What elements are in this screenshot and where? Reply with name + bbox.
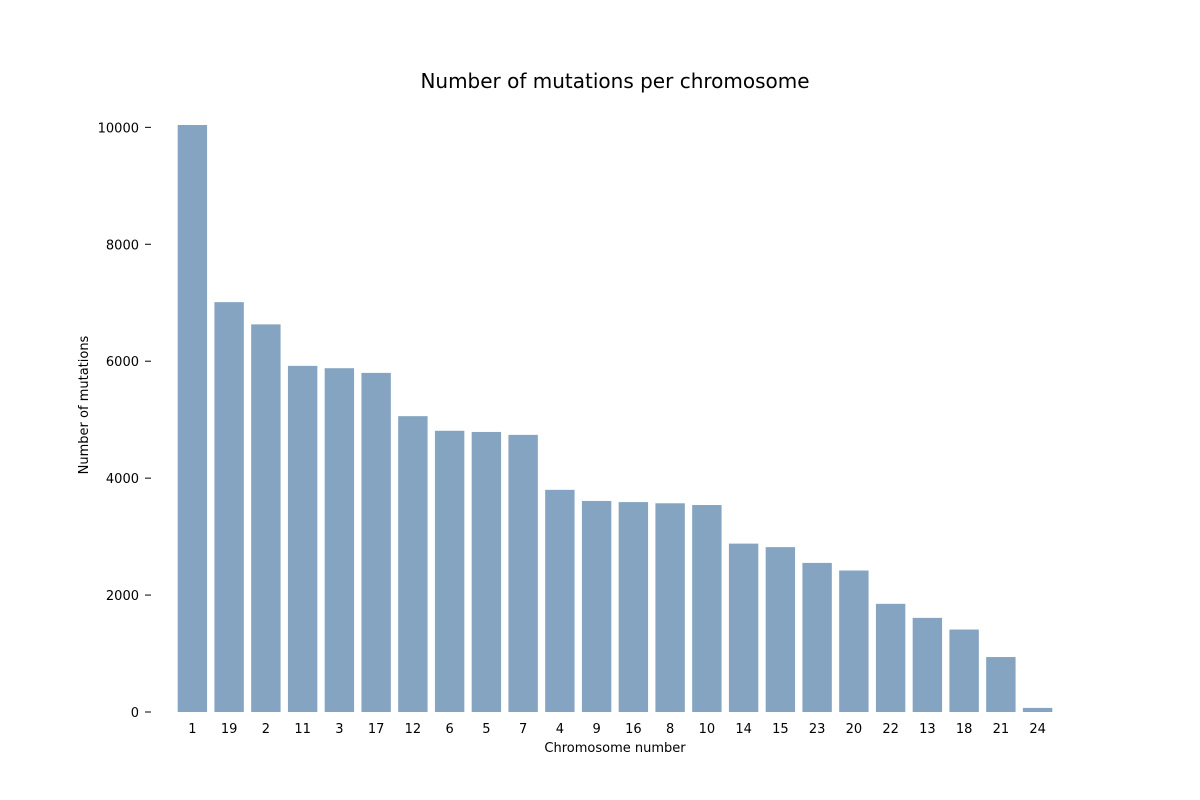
x-tick-label: 13 <box>919 722 936 737</box>
bar-chromosome-6 <box>434 430 465 712</box>
y-tick-label: 6000 <box>106 355 139 370</box>
y-tick-label: 8000 <box>106 238 139 253</box>
x-tick-label: 23 <box>809 722 826 737</box>
bar-chromosome-12 <box>398 416 428 712</box>
bar-chromosome-3 <box>324 368 355 712</box>
x-tick-label: 21 <box>993 722 1010 737</box>
x-tick-label: 20 <box>846 722 863 737</box>
bar-chromosome-10 <box>692 505 722 712</box>
bar-chromosome-19 <box>214 302 244 712</box>
y-tick-label: 0 <box>131 706 139 721</box>
bar-chromosome-11 <box>287 365 318 712</box>
bar-chromosome-15 <box>765 547 796 712</box>
y-axis-label: Number of mutations <box>77 335 92 474</box>
y-tick-label: 2000 <box>106 589 139 604</box>
bar-series <box>177 125 1053 712</box>
bar-chromosome-5 <box>471 431 502 712</box>
chart-title: Number of mutations per chromosome <box>420 69 809 93</box>
y-tick-label: 10000 <box>98 121 139 136</box>
bar-chromosome-18 <box>949 629 979 712</box>
bar-chromosome-4 <box>545 489 575 712</box>
x-tick-label: 10 <box>699 722 716 737</box>
x-axis-ticks: 1 19 2 11 3 17 12 6 5 7 4 9 16 8 10 14 15 23 20 22 13 18 21 24 <box>188 722 1046 737</box>
x-tick-label: 18 <box>956 722 973 737</box>
y-tick-label: 4000 <box>106 472 139 487</box>
x-tick-label: 6 <box>445 722 453 737</box>
y-axis-ticks: 0 2000 4000 6000 8000 10000 <box>98 121 151 721</box>
bar-chromosome-13 <box>912 617 943 712</box>
x-tick-label: 5 <box>482 722 490 737</box>
x-tick-label: 14 <box>735 722 752 737</box>
bar-chromosome-16 <box>618 502 649 712</box>
bar-chromosome-22 <box>875 603 906 712</box>
bar-chromosome-24 <box>1022 707 1053 712</box>
bar-chromosome-21 <box>986 657 1016 712</box>
bar-chromosome-23 <box>802 562 832 712</box>
bar-chromosome-9 <box>581 500 612 712</box>
x-tick-label: 11 <box>294 722 311 737</box>
bar-chromosome-17 <box>361 372 391 712</box>
bar-chromosome-1 <box>177 125 208 712</box>
bar-chromosome-20 <box>839 570 869 712</box>
x-tick-label: 15 <box>772 722 789 737</box>
x-tick-label: 9 <box>592 722 600 737</box>
x-tick-label: 16 <box>625 722 642 737</box>
x-tick-label: 24 <box>1029 722 1046 737</box>
x-axis-label: Chromosome number <box>544 741 686 756</box>
bar-chromosome-7 <box>508 434 538 712</box>
x-tick-label: 17 <box>368 722 385 737</box>
bar-chromosome-8 <box>655 503 685 712</box>
x-tick-label: 2 <box>262 722 270 737</box>
x-tick-label: 3 <box>335 722 343 737</box>
x-tick-label: 1 <box>188 722 196 737</box>
x-tick-label: 19 <box>221 722 238 737</box>
bar-chromosome-2 <box>251 324 281 712</box>
x-tick-label: 4 <box>556 722 564 737</box>
x-tick-label: 8 <box>666 722 674 737</box>
x-tick-label: 12 <box>405 722 422 737</box>
x-tick-label: 22 <box>882 722 899 737</box>
bar-chromosome-14 <box>728 543 759 712</box>
x-tick-label: 7 <box>519 722 527 737</box>
